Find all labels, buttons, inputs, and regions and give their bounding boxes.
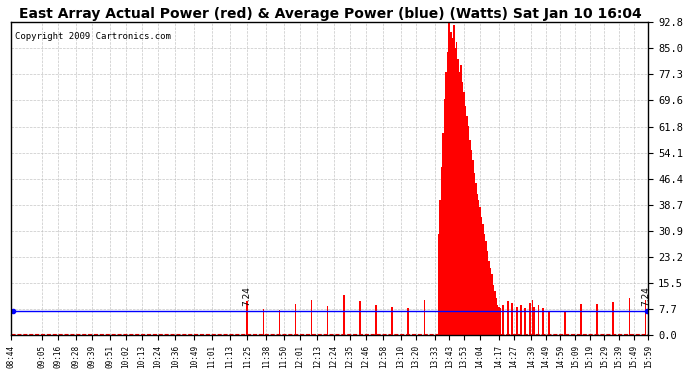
Bar xyxy=(460,65,462,335)
Bar xyxy=(472,160,473,335)
Bar xyxy=(457,58,459,335)
Bar xyxy=(484,234,485,335)
Bar xyxy=(473,173,475,335)
Bar xyxy=(613,302,614,335)
Bar xyxy=(467,126,469,335)
Text: Copyright 2009 Cartronics.com: Copyright 2009 Cartronics.com xyxy=(14,32,170,40)
Bar xyxy=(520,305,522,335)
Bar xyxy=(343,295,344,335)
Bar xyxy=(491,274,493,335)
Bar xyxy=(464,106,466,335)
Bar xyxy=(532,300,533,335)
Bar xyxy=(497,305,498,335)
Bar xyxy=(451,38,453,335)
Bar xyxy=(493,291,495,335)
Bar xyxy=(548,311,549,335)
Bar xyxy=(495,298,497,335)
Bar xyxy=(629,298,630,335)
Bar xyxy=(533,306,535,335)
Bar xyxy=(500,308,502,335)
Bar xyxy=(596,304,598,335)
Bar xyxy=(511,303,513,335)
Bar xyxy=(455,42,457,335)
Bar xyxy=(450,32,452,335)
Bar xyxy=(262,309,264,335)
Bar xyxy=(447,52,448,335)
Bar xyxy=(454,48,456,335)
Bar xyxy=(466,116,468,335)
Bar xyxy=(327,306,328,335)
Bar xyxy=(485,241,486,335)
Bar xyxy=(311,300,313,335)
Bar xyxy=(488,261,490,335)
Bar xyxy=(448,22,450,335)
Bar xyxy=(475,183,477,335)
Bar xyxy=(279,310,280,335)
Bar xyxy=(502,305,504,335)
Bar xyxy=(580,304,582,335)
Title: East Array Actual Power (red) & Average Power (blue) (Watts) Sat Jan 10 16:04: East Array Actual Power (red) & Average … xyxy=(19,7,641,21)
Bar xyxy=(463,92,465,335)
Bar xyxy=(470,150,472,335)
Bar xyxy=(295,304,296,335)
Bar xyxy=(375,305,377,335)
Bar xyxy=(524,308,526,335)
Bar xyxy=(516,307,518,335)
Bar xyxy=(246,301,248,335)
Bar xyxy=(440,306,441,335)
Text: 7.24: 7.24 xyxy=(641,286,650,306)
Bar xyxy=(462,82,464,335)
Bar xyxy=(440,200,442,335)
Bar xyxy=(564,311,566,335)
Bar xyxy=(445,72,447,335)
Bar xyxy=(507,302,509,335)
Bar xyxy=(489,268,491,335)
Bar xyxy=(359,301,361,335)
Bar xyxy=(486,251,489,335)
Bar xyxy=(542,308,544,335)
Bar xyxy=(424,300,425,335)
Bar xyxy=(644,300,646,335)
Bar xyxy=(476,194,478,335)
Bar xyxy=(442,133,444,335)
Bar xyxy=(492,285,494,335)
Bar xyxy=(529,303,531,335)
Bar xyxy=(453,25,455,335)
Bar xyxy=(515,306,518,335)
Bar xyxy=(538,305,540,335)
Text: 7.24: 7.24 xyxy=(243,286,252,306)
Bar xyxy=(444,99,446,335)
Bar xyxy=(408,308,409,335)
Bar xyxy=(498,306,500,335)
Bar xyxy=(459,72,460,335)
Bar xyxy=(482,224,484,335)
Bar xyxy=(438,234,440,335)
Bar xyxy=(500,314,501,335)
Bar xyxy=(477,200,480,335)
Bar xyxy=(441,166,443,335)
Bar xyxy=(391,307,393,335)
Bar xyxy=(469,140,471,335)
Bar xyxy=(479,207,481,335)
Bar xyxy=(480,217,482,335)
